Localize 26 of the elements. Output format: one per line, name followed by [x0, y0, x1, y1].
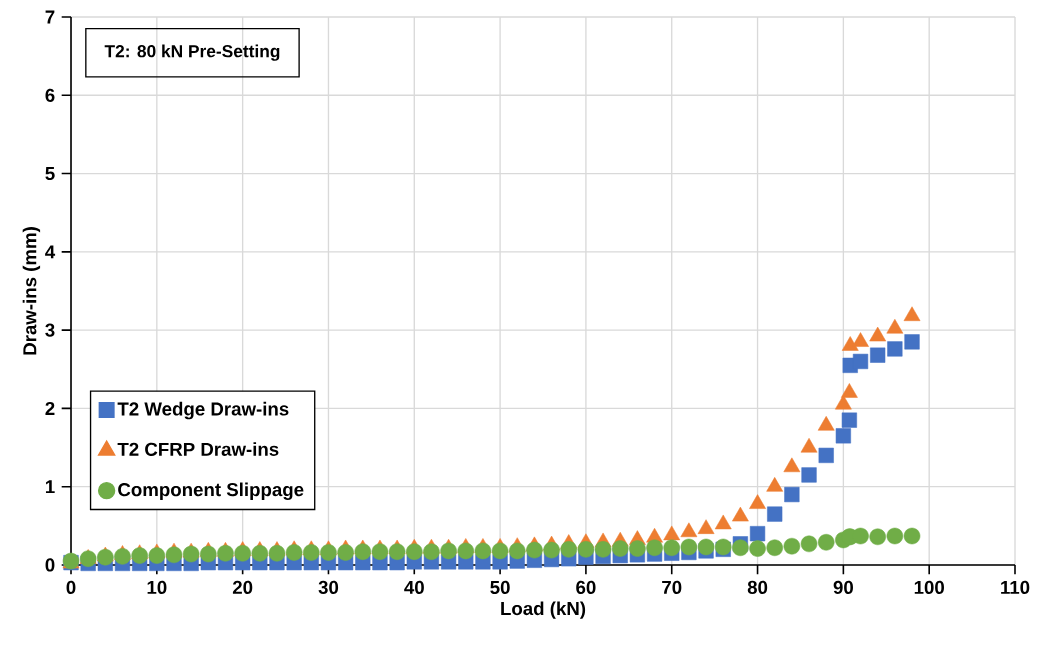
text: T2: 80 kN Pre-Setting — [104, 44, 280, 61]
y-tick-label: 4 — [45, 245, 56, 259]
y-tick-label: 3 — [45, 323, 55, 337]
y-tick-label: 1 — [45, 480, 55, 494]
x-tick-label: 60 — [576, 580, 596, 595]
y-tick-label: 7 — [45, 10, 55, 24]
x-tick-label: 20 — [232, 580, 253, 595]
legend-label: T2 CFRP Draw-ins — [117, 442, 279, 456]
y-tick-label: 2 — [45, 401, 55, 415]
x-tick-label: 70 — [662, 580, 682, 595]
x-tick-label: 0 — [66, 580, 76, 595]
x-axis-title: Load (kN) — [501, 601, 586, 619]
x-tick-label: 50 — [490, 580, 510, 595]
x-tick-label: 110 — [1001, 580, 1030, 595]
x-tick-label: 10 — [147, 580, 167, 595]
y-axis-title: Draw-ins (mm) — [22, 227, 41, 355]
x-tick-label: 100 — [914, 580, 944, 595]
legend-label: T2 Wedge Draw-ins — [117, 401, 289, 420]
y-tick-label: 5 — [45, 167, 55, 181]
legend-label: Component Slippage — [118, 482, 304, 500]
x-tick-label: 90 — [833, 580, 853, 595]
y-tick-label: 6 — [45, 88, 55, 102]
x-tick-label: 80 — [747, 580, 768, 595]
x-tick-label: 30 — [318, 580, 339, 595]
x-tick-label: 40 — [404, 580, 424, 595]
y-tick-label: 0 — [45, 558, 55, 572]
